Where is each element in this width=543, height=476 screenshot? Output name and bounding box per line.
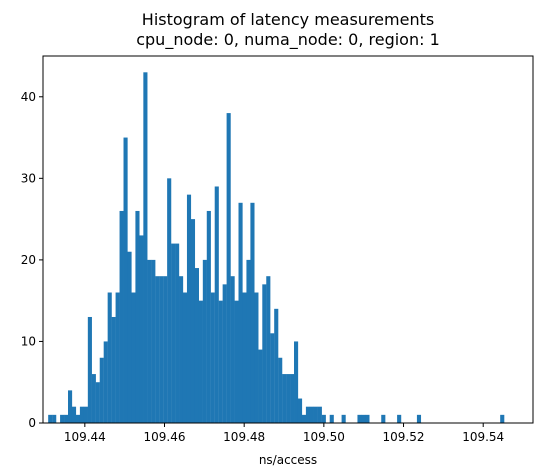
- histogram-bar: [202, 259, 207, 423]
- x-tick-label: 109.46: [144, 430, 186, 444]
- histogram-bar: [365, 414, 370, 423]
- histogram-bar: [190, 219, 196, 423]
- histogram-bar: [135, 210, 140, 423]
- histogram-bar: [151, 259, 156, 423]
- histogram-bar: [416, 414, 422, 423]
- histogram-bar: [87, 316, 92, 423]
- histogram-bar: [60, 414, 65, 423]
- histogram-bar: [242, 292, 247, 423]
- histogram-bar: [194, 268, 199, 423]
- y-tick-label: 10: [21, 334, 36, 348]
- x-tick-label: 109.44: [64, 430, 106, 444]
- histogram-bar: [230, 276, 235, 423]
- histogram-bar: [222, 284, 227, 423]
- histogram-bar: [139, 235, 144, 423]
- histogram-bar: [321, 414, 326, 423]
- histogram-bar: [171, 243, 176, 423]
- histogram-bar: [381, 414, 386, 423]
- histogram-bar: [91, 374, 96, 423]
- histogram-bar: [111, 316, 116, 423]
- y-tick-label: 0: [28, 416, 36, 430]
- histogram-bar: [103, 341, 108, 423]
- histogram-bar: [147, 259, 152, 423]
- x-axis-label: ns/access: [259, 453, 317, 467]
- histogram-bar: [179, 276, 184, 423]
- histogram-bar: [64, 414, 69, 423]
- y-tick-label: 40: [21, 90, 36, 104]
- histogram-bar: [214, 186, 219, 423]
- histogram-bar: [294, 341, 299, 423]
- histogram-bar: [397, 414, 402, 423]
- y-axis-ticks: 0 10 20 30 40: [21, 90, 43, 430]
- histogram-bar: [246, 259, 251, 423]
- histogram-bar: [309, 406, 314, 423]
- histogram-bar: [68, 390, 73, 423]
- histogram-bar: [238, 202, 243, 423]
- histogram-bar: [79, 406, 85, 423]
- histogram-bar: [99, 357, 104, 423]
- histogram-bar: [95, 382, 100, 423]
- histogram-bar: [301, 414, 307, 423]
- histogram-bar: [274, 308, 279, 423]
- plot-frame: [42, 55, 534, 424]
- histogram-bar: [123, 137, 128, 424]
- histogram-bar: [52, 414, 57, 423]
- histogram-bar: [206, 210, 211, 423]
- histogram-bar: [186, 194, 192, 423]
- histogram-bar: [290, 374, 295, 423]
- histogram-bar: [48, 414, 53, 423]
- histogram-bar: [262, 284, 267, 423]
- histogram-bar: [143, 72, 148, 424]
- chart-title-line-1: Histogram of latency measurements: [142, 10, 434, 29]
- histogram-bar: [254, 292, 259, 423]
- chart-title-line-2: cpu_node: 0, numa_node: 0, region: 1: [136, 30, 440, 50]
- histogram-bar: [250, 202, 255, 423]
- histogram-bar: [270, 333, 275, 423]
- histogram-bar: [218, 300, 223, 423]
- histogram-bar: [71, 406, 77, 423]
- histogram-bar: [210, 292, 215, 423]
- histogram-bar: [282, 374, 287, 423]
- histogram-bar: [75, 414, 81, 423]
- histogram-bar: [155, 276, 160, 423]
- bars-group: [48, 72, 505, 424]
- histogram-bar: [278, 357, 283, 423]
- histogram-bar: [127, 251, 132, 423]
- histogram-bar: [167, 178, 172, 423]
- histogram-bar: [226, 113, 231, 423]
- histogram-bar: [357, 414, 362, 423]
- histogram-bar: [286, 374, 291, 423]
- histogram-bar: [182, 292, 188, 423]
- histogram-bar: [107, 292, 112, 423]
- histogram-bar: [305, 406, 311, 423]
- histogram-bar: [258, 349, 263, 423]
- histogram-bar: [297, 398, 303, 423]
- x-tick-label: 109.52: [383, 430, 425, 444]
- x-tick-label: 109.54: [462, 430, 504, 444]
- histogram-bar: [163, 276, 168, 423]
- histogram-bar: [329, 414, 334, 423]
- histogram-bar: [313, 406, 318, 423]
- histogram-bar: [234, 300, 239, 423]
- histogram-bar: [500, 414, 505, 423]
- x-axis-ticks: 109.44 109.46 109.48 109.50 109.52 109.54: [64, 423, 504, 444]
- x-tick-label: 109.50: [303, 430, 345, 444]
- histogram-bar: [131, 292, 136, 423]
- y-tick-label: 30: [21, 171, 36, 185]
- histogram-bar: [266, 276, 271, 423]
- histogram-bar: [198, 300, 203, 423]
- histogram-bar: [341, 414, 346, 423]
- histogram-bar: [115, 292, 120, 423]
- x-tick-label: 109.48: [223, 430, 265, 444]
- histogram-bar: [361, 414, 366, 423]
- histogram-bar: [119, 210, 124, 423]
- histogram-bar: [175, 243, 180, 423]
- histogram-bar: [83, 406, 88, 423]
- histogram-bar: [159, 276, 164, 423]
- y-tick-label: 20: [21, 253, 36, 267]
- histogram-bar: [317, 406, 322, 423]
